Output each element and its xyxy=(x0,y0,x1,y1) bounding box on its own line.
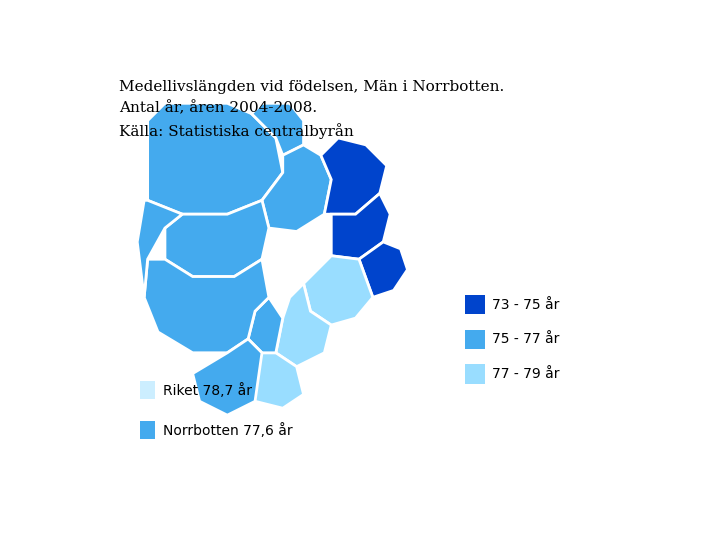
Polygon shape xyxy=(138,200,182,298)
Polygon shape xyxy=(248,298,283,353)
Polygon shape xyxy=(251,103,304,156)
Text: 77 - 79 år: 77 - 79 år xyxy=(492,367,559,381)
Bar xyxy=(465,364,485,383)
Bar xyxy=(465,330,485,349)
Text: 75 - 77 år: 75 - 77 år xyxy=(492,332,559,346)
Polygon shape xyxy=(331,193,390,259)
Polygon shape xyxy=(321,138,387,214)
Bar xyxy=(140,421,155,439)
Polygon shape xyxy=(193,339,262,415)
Polygon shape xyxy=(276,284,331,367)
Polygon shape xyxy=(248,353,304,408)
Text: Riket 78,7 år: Riket 78,7 år xyxy=(163,383,252,398)
Polygon shape xyxy=(304,256,373,325)
Bar xyxy=(140,381,155,399)
Polygon shape xyxy=(359,242,408,298)
Polygon shape xyxy=(144,259,269,353)
Text: Norrbotten 77,6 år: Norrbotten 77,6 år xyxy=(163,423,292,438)
Text: 73 - 75 år: 73 - 75 år xyxy=(492,298,559,312)
Polygon shape xyxy=(165,200,269,276)
Bar xyxy=(465,295,485,314)
Polygon shape xyxy=(148,103,283,214)
Text: Medellivslängden vid födelsen, Män i Norrbotten.
Antal år, åren 2004-2008.
Källa: Medellivslängden vid födelsen, Män i Nor… xyxy=(119,80,504,139)
Polygon shape xyxy=(262,145,331,232)
